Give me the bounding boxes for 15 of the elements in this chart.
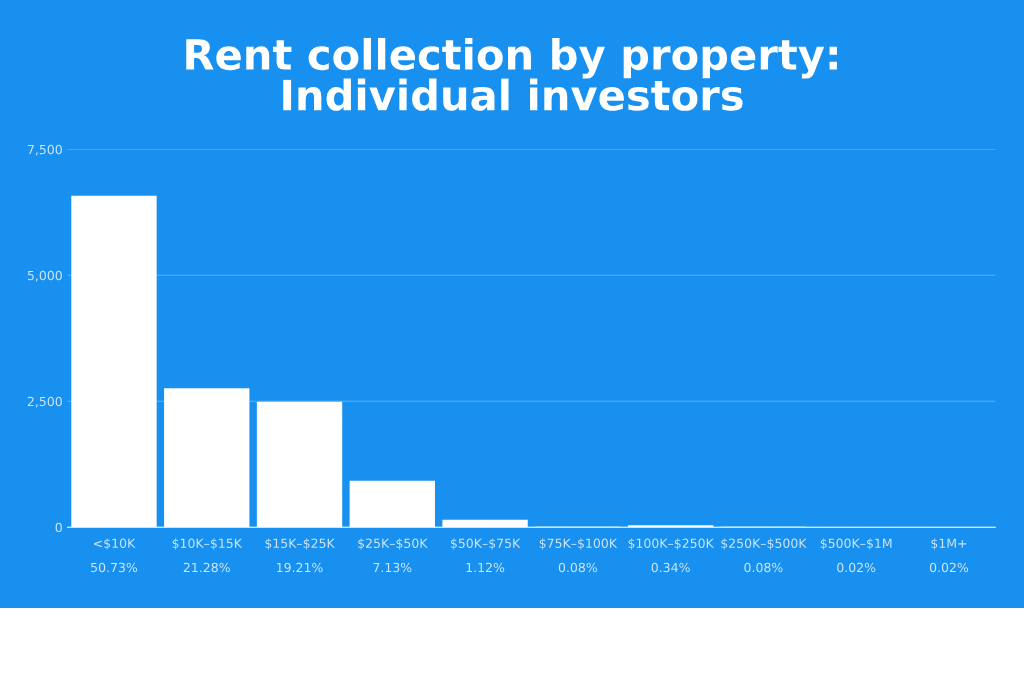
x-tick-label: $500K–$1M 0.02% (820, 538, 892, 573)
x-tick-label: $1M+ 0.02% (929, 538, 969, 573)
x-tick-label: $25K–$50K 7.13% (358, 538, 428, 573)
y-tick-label: 0 (55, 522, 62, 533)
chart-title: Rent collection by property: Individual investors (186, 37, 837, 111)
x-tick-label: <$10K 50.73% (91, 538, 138, 573)
x-tick-label: $100K–$250K 0.34% (628, 538, 715, 573)
x-tick-label: $250K–$500K 0.08% (721, 538, 807, 573)
y-tick-label: 5,000 (27, 270, 62, 282)
y-tick-label: 7,500 (27, 144, 62, 156)
x-tick-label: $75K–$100K 0.08% (539, 538, 618, 573)
y-tick-label: 2,500 (27, 396, 62, 408)
x-tick-label: $10K–$15K 21.28% (172, 538, 243, 573)
x-tick-label: $50K–$75K 1.12% (450, 538, 521, 573)
x-tick-label: $15K–$25K 19.21% (265, 538, 335, 573)
